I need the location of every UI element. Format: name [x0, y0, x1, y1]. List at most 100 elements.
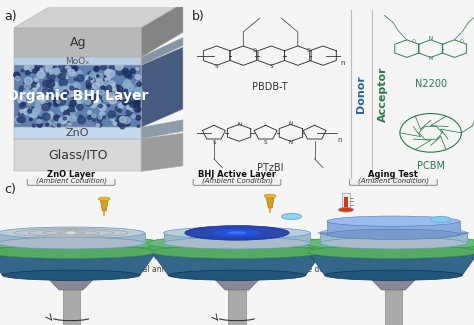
Circle shape	[117, 69, 124, 75]
Circle shape	[77, 104, 83, 110]
Circle shape	[96, 124, 100, 127]
Circle shape	[49, 71, 53, 74]
Circle shape	[42, 89, 50, 96]
Circle shape	[106, 70, 115, 77]
Circle shape	[46, 65, 53, 71]
Ellipse shape	[152, 245, 322, 258]
Circle shape	[112, 91, 118, 97]
Circle shape	[100, 64, 107, 70]
Circle shape	[73, 94, 79, 99]
Circle shape	[50, 116, 53, 118]
Circle shape	[29, 118, 32, 121]
Circle shape	[55, 102, 58, 105]
Circle shape	[109, 93, 115, 97]
Circle shape	[97, 75, 99, 77]
Polygon shape	[327, 221, 460, 234]
Text: Electrode deposition: Electrode deposition	[276, 265, 355, 274]
Polygon shape	[431, 216, 451, 222]
Circle shape	[88, 111, 91, 114]
Circle shape	[20, 111, 22, 113]
Circle shape	[24, 64, 31, 71]
Circle shape	[102, 76, 107, 80]
Circle shape	[68, 123, 71, 126]
Polygon shape	[100, 201, 108, 211]
Circle shape	[127, 84, 134, 91]
Circle shape	[105, 69, 112, 76]
Circle shape	[124, 89, 128, 92]
Circle shape	[54, 102, 59, 107]
Circle shape	[117, 119, 125, 127]
Circle shape	[53, 68, 60, 75]
Ellipse shape	[164, 237, 310, 249]
Text: N: N	[237, 122, 241, 127]
Text: Glass/ITO: Glass/ITO	[48, 149, 108, 162]
Circle shape	[116, 63, 123, 70]
Circle shape	[108, 85, 113, 91]
Circle shape	[15, 76, 20, 81]
Circle shape	[73, 83, 81, 90]
Polygon shape	[308, 252, 474, 275]
Ellipse shape	[147, 236, 327, 250]
Circle shape	[117, 94, 124, 100]
Circle shape	[105, 78, 108, 81]
Circle shape	[53, 122, 58, 127]
Circle shape	[127, 96, 132, 102]
Ellipse shape	[185, 226, 289, 240]
Circle shape	[19, 117, 25, 123]
Circle shape	[94, 98, 100, 104]
Circle shape	[24, 83, 30, 89]
Text: MoOₓ: MoOₓ	[65, 57, 90, 66]
Circle shape	[109, 96, 117, 104]
Circle shape	[104, 79, 107, 81]
Polygon shape	[303, 243, 474, 252]
Circle shape	[97, 117, 102, 122]
Bar	[385, 284, 402, 325]
Circle shape	[19, 86, 27, 93]
Circle shape	[89, 91, 94, 95]
Bar	[342, 193, 350, 208]
Polygon shape	[141, 120, 183, 139]
Bar	[228, 284, 246, 325]
Circle shape	[78, 116, 85, 124]
Circle shape	[63, 117, 66, 120]
Circle shape	[126, 97, 129, 100]
Circle shape	[74, 70, 82, 77]
Circle shape	[80, 93, 83, 96]
Circle shape	[48, 103, 51, 106]
Circle shape	[69, 108, 75, 115]
Circle shape	[27, 113, 30, 115]
Circle shape	[108, 97, 115, 103]
Ellipse shape	[308, 245, 474, 258]
Circle shape	[92, 83, 100, 89]
Circle shape	[24, 79, 32, 86]
Ellipse shape	[168, 270, 306, 280]
Circle shape	[25, 77, 32, 84]
Circle shape	[85, 100, 88, 102]
Circle shape	[57, 124, 61, 127]
Circle shape	[46, 89, 49, 92]
Circle shape	[58, 65, 64, 72]
Circle shape	[89, 94, 96, 101]
Circle shape	[27, 109, 32, 113]
Circle shape	[53, 89, 55, 91]
Ellipse shape	[2, 270, 140, 280]
Text: (Ambient Condition): (Ambient Condition)	[36, 177, 107, 184]
Text: (Ambient Condition): (Ambient Condition)	[358, 177, 429, 184]
Text: Organic BHJ Layer: Organic BHJ Layer	[7, 89, 148, 103]
Circle shape	[109, 84, 116, 91]
Ellipse shape	[228, 231, 246, 234]
Circle shape	[57, 100, 60, 103]
Circle shape	[87, 85, 91, 89]
Text: S: S	[212, 140, 216, 145]
Circle shape	[62, 86, 66, 89]
Circle shape	[104, 85, 112, 92]
FancyBboxPatch shape	[349, 167, 437, 185]
Circle shape	[41, 89, 47, 95]
Circle shape	[17, 119, 21, 124]
Circle shape	[42, 92, 48, 97]
Text: N: N	[289, 140, 293, 145]
Circle shape	[88, 72, 92, 75]
Circle shape	[63, 90, 68, 95]
Circle shape	[121, 88, 125, 92]
Circle shape	[30, 111, 37, 118]
